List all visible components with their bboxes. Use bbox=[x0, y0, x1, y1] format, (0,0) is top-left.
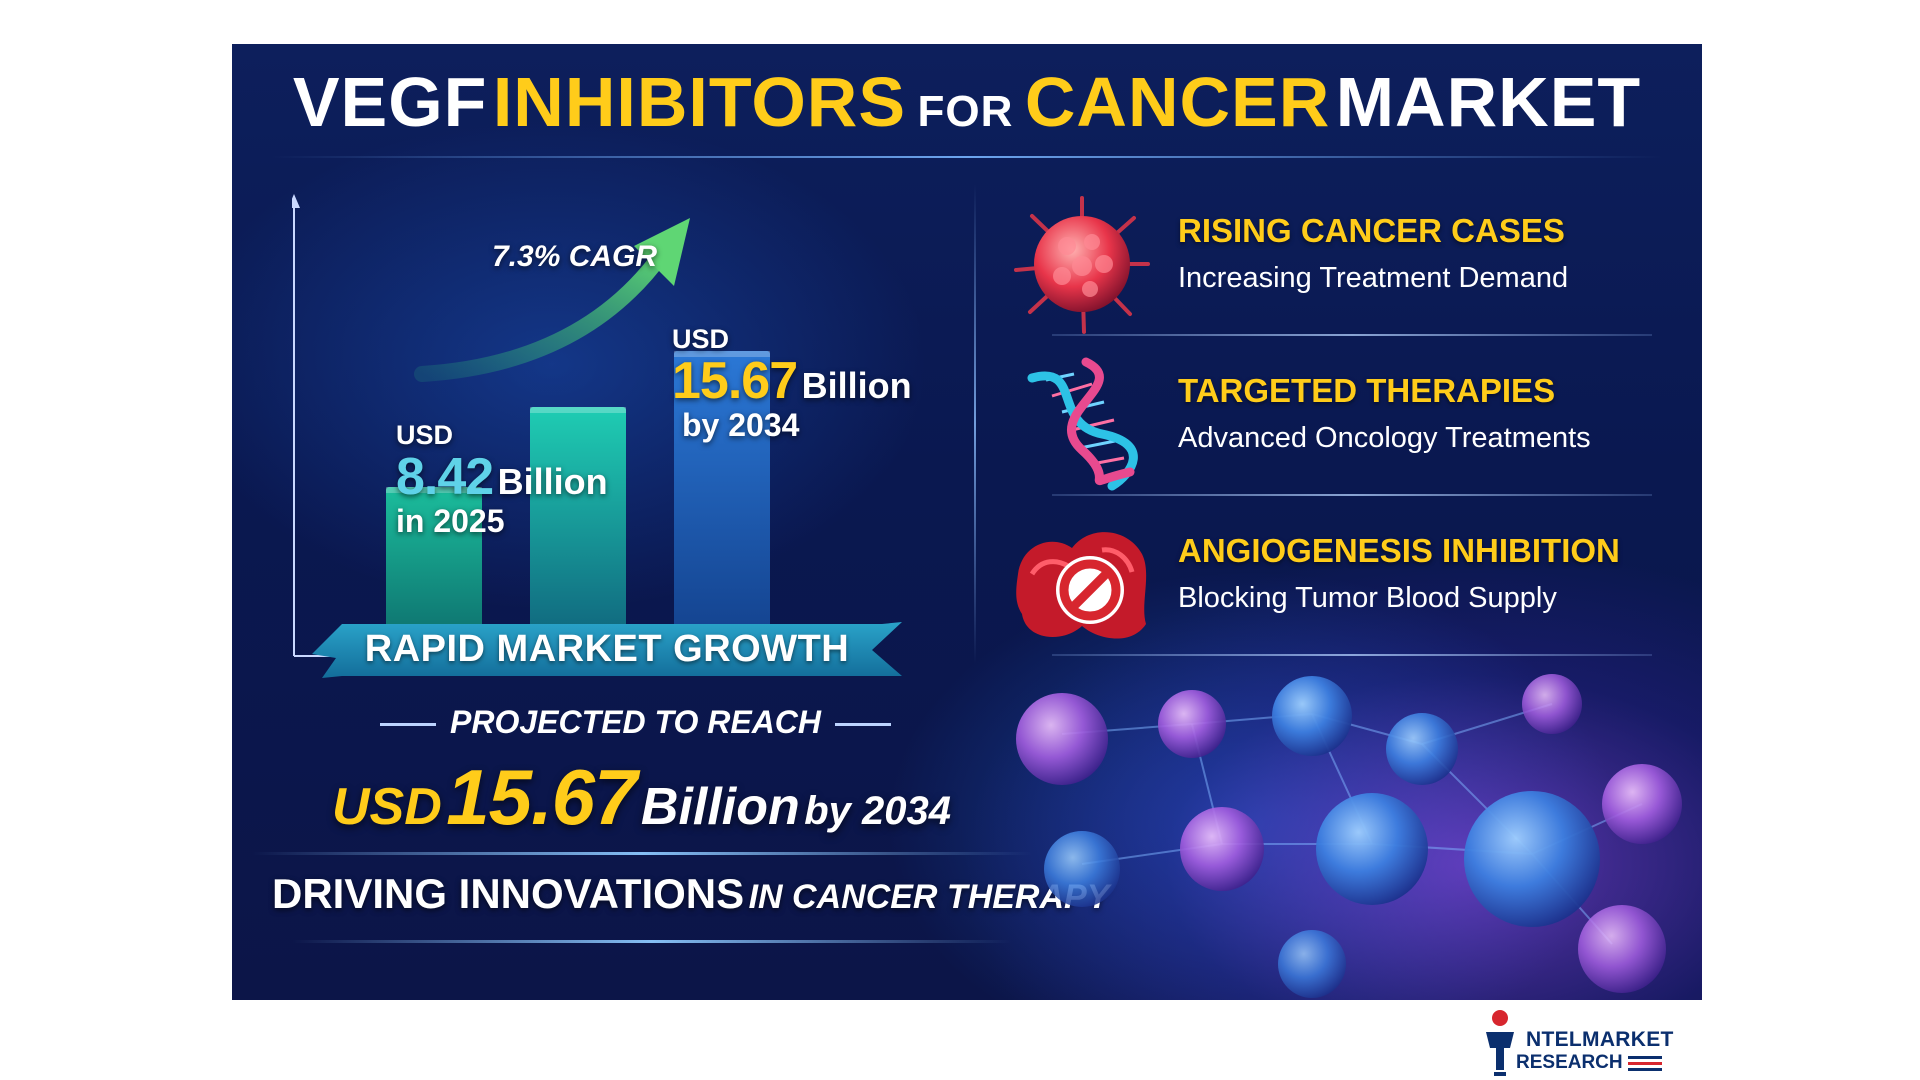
feature-divider bbox=[1052, 334, 1652, 336]
projection-number: 15.67 bbox=[446, 753, 637, 841]
end-value-prefix: USD bbox=[672, 324, 730, 354]
tagline-rule-bottom bbox=[292, 940, 1012, 943]
heading-dash-right bbox=[835, 723, 892, 727]
title-word-market: MARKET bbox=[1335, 63, 1642, 141]
logo-mark-icon bbox=[1486, 1010, 1514, 1076]
title-word-vegf: VEGF bbox=[292, 63, 488, 141]
bar-highlight-2 bbox=[530, 407, 626, 413]
growth-arrow-head-icon bbox=[634, 218, 690, 286]
dna-helix-icon bbox=[1027, 357, 1138, 491]
end-value-unit: Billion bbox=[801, 365, 912, 406]
feature-divider bbox=[1052, 654, 1652, 656]
growth-chart: 7.3% CAGR USD 8.42 Billion in 2025 USD 1… bbox=[292, 194, 912, 664]
cancer-cell-icon bbox=[1014, 196, 1150, 334]
title-word-cancer: CANCER bbox=[1024, 63, 1331, 141]
ribbon-shape bbox=[312, 622, 902, 678]
brand-logo: NTELMARKET RESEARCH bbox=[1478, 1006, 1678, 1080]
start-value-number: 8.42 bbox=[396, 448, 494, 506]
projection-heading-text: PROJECTED TO REACH bbox=[450, 704, 822, 740]
projection-usd: USD bbox=[332, 778, 442, 836]
bar-highlight-3 bbox=[674, 351, 770, 357]
projection-unit: Billion bbox=[640, 778, 800, 836]
growth-ribbon: RAPID MARKET GROWTH bbox=[312, 620, 902, 678]
feature-title: ANGIOGENESIS INHIBITION bbox=[1178, 532, 1620, 569]
tagline: DRIVING INNOVATIONS IN CANCER THERAPY bbox=[272, 870, 1109, 918]
feature-angiogenesis-inhibition: ANGIOGENESIS INHIBITION Blocking Tumor B… bbox=[1012, 504, 1652, 656]
title-word-for: FOR bbox=[917, 87, 1014, 136]
feature-subtitle: Advanced Oncology Treatments bbox=[1178, 422, 1591, 454]
ribbon-label: RAPID MARKET GROWTH bbox=[364, 628, 850, 670]
end-value-year: by 2034 bbox=[682, 407, 800, 443]
feature-subtitle: Blocking Tumor Blood Supply bbox=[1178, 582, 1557, 614]
end-value-label: USD 15.67 Billion by 2034 bbox=[672, 324, 912, 444]
logo-line1: NTELMARKET bbox=[1526, 1028, 1674, 1051]
cagr-label: 7.3% CAGR bbox=[492, 240, 658, 273]
projection-value: USD 15.67 Billion by 2034 bbox=[332, 752, 951, 843]
blocked-blood-vessel-icon bbox=[1016, 532, 1147, 639]
start-value-prefix: USD bbox=[396, 420, 454, 450]
growth-chart-svg bbox=[292, 194, 792, 657]
feature-targeted-therapies: TARGETED THERAPIES Advanced Oncology Tre… bbox=[1012, 344, 1652, 496]
logo-flag-lines bbox=[1628, 1056, 1662, 1071]
cells-illustration bbox=[1016, 674, 1682, 998]
feature-divider bbox=[1052, 494, 1652, 496]
tagline-rule-top bbox=[252, 852, 1032, 855]
logo-line2: RESEARCH bbox=[1516, 1052, 1623, 1073]
feature-rising-cancer-cases: RISING CANCER CASES Increasing Treatment… bbox=[1012, 184, 1652, 336]
poster-title: VEGF INHIBITORS FOR CANCER MARKET bbox=[232, 62, 1702, 142]
projection-year: by 2034 bbox=[804, 789, 952, 833]
title-divider bbox=[272, 156, 1662, 158]
feature-title: RISING CANCER CASES bbox=[1178, 212, 1565, 249]
start-value-unit: Billion bbox=[497, 461, 608, 502]
projection-heading: PROJECTED TO REACH bbox=[366, 704, 892, 741]
bar-3 bbox=[674, 351, 770, 655]
start-value-year: in 2025 bbox=[396, 503, 505, 539]
title-word-inhibitors: INHIBITORS bbox=[492, 63, 907, 141]
heading-dash-left bbox=[380, 723, 436, 727]
start-value-label: USD 8.42 Billion in 2025 bbox=[396, 420, 608, 540]
bar-group bbox=[386, 351, 770, 655]
infographic-poster: VEGF INHIBITORS FOR CANCER MARKET bbox=[232, 44, 1702, 1000]
bar-1 bbox=[386, 487, 482, 655]
growth-arrow-shaft bbox=[414, 246, 670, 382]
tagline-part1: DRIVING INNOVATIONS bbox=[272, 870, 745, 917]
end-value-number: 15.67 bbox=[672, 352, 798, 410]
column-divider bbox=[974, 184, 976, 664]
feature-title: TARGETED THERAPIES bbox=[1178, 372, 1556, 409]
feature-subtitle: Increasing Treatment Demand bbox=[1178, 262, 1569, 294]
bar-2 bbox=[530, 407, 626, 655]
bar-highlight-1 bbox=[386, 487, 482, 493]
y-axis-arrow-icon bbox=[292, 194, 300, 208]
